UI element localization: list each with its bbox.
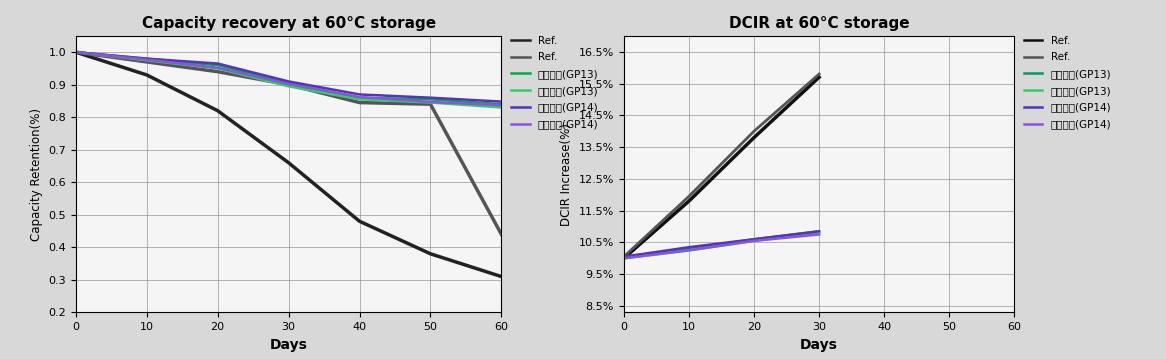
Y-axis label: Capacity Retention(%): Capacity Retention(%) xyxy=(30,108,43,241)
X-axis label: Days: Days xyxy=(800,337,838,351)
Title: Capacity recovery at 60°C storage: Capacity recovery at 60°C storage xyxy=(141,15,436,31)
Y-axis label: DCIR Increase(%): DCIR Increase(%) xyxy=(560,123,574,225)
Legend: Ref., Ref., 국책과제(GP13), 국책과제(GP13), 국책과제(GP14), 국책과제(GP14): Ref., Ref., 국책과제(GP13), 국책과제(GP13), 국책과제… xyxy=(1024,36,1111,130)
X-axis label: Days: Days xyxy=(269,337,308,351)
Legend: Ref., Ref., 국책과제(GP13), 국책과제(GP13), 국책과제(GP14), 국책과제(GP14): Ref., Ref., 국책과제(GP13), 국책과제(GP13), 국책과제… xyxy=(511,36,598,130)
Title: DCIR at 60°C storage: DCIR at 60°C storage xyxy=(729,15,909,31)
